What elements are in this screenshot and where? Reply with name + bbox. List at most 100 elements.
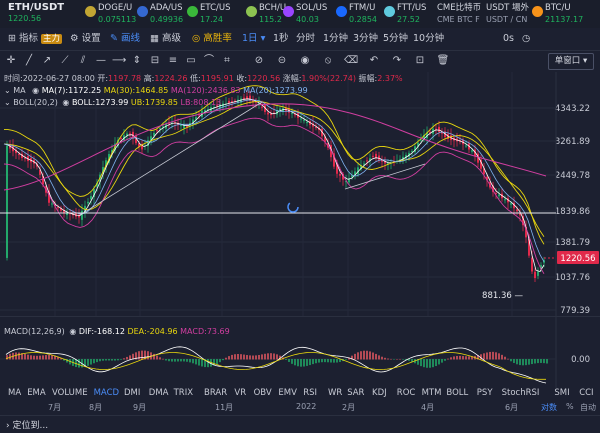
hide-drawings-icon[interactable]: ⦸ (324, 55, 332, 66)
indicator-tab[interactable]: SMI (554, 388, 570, 398)
macd-bar (330, 359, 332, 363)
redo-icon[interactable]: ↷ (392, 55, 402, 66)
gann-icon[interactable]: ⌗ (224, 55, 230, 66)
ticker-item[interactable]: BCH/U 115.2 (246, 3, 287, 25)
lock-icon[interactable]: ⊝ (277, 55, 287, 66)
indicator-tab[interactable]: ROC (396, 388, 416, 398)
visibility-icon[interactable]: ◉ (32, 86, 40, 95)
candle-body (411, 151, 413, 153)
macd-legend[interactable]: MACD(12,26,9) ◉ DIF:-168.12 DEA:-204.96 … (4, 327, 230, 337)
candle-body (477, 153, 479, 163)
ruler-icon[interactable]: ⊟ (150, 55, 160, 66)
ticker-item[interactable]: ETC/US 17.24 (187, 3, 230, 25)
interval-timeline[interactable]: 分时 (296, 33, 316, 44)
drawn-trend-line[interactable] (79, 101, 263, 216)
macd-bar (306, 359, 308, 366)
indicator-button[interactable]: ⊞ 指标 主力 (8, 32, 63, 46)
delete-icon[interactable]: 🗑 (436, 55, 450, 66)
indicator-tab[interactable]: WR (328, 388, 343, 398)
magnet-icon[interactable]: ⊘ (254, 55, 264, 66)
rectangle-icon[interactable]: ▭ (186, 55, 196, 66)
horizontal-line-icon[interactable]: — (96, 55, 106, 66)
interval-3m[interactable]: 3分钟 (353, 33, 379, 44)
indicator-tab[interactable]: MA (8, 388, 22, 398)
indicator-tab[interactable]: MACD (93, 388, 120, 398)
ticker-item[interactable]: USDT 場外 USDT / CN (486, 3, 529, 25)
ticker-item[interactable]: SOL/US 40.03 (283, 3, 327, 25)
eraser-icon[interactable]: ⌫ (344, 55, 359, 66)
ticker-item[interactable]: CME比特币 CME BTC F (437, 3, 481, 25)
candle-body (135, 135, 137, 144)
macd-bar (36, 355, 38, 360)
undo-icon[interactable]: ↶ (369, 55, 379, 66)
visibility-icon[interactable]: ◉ (69, 327, 77, 336)
indicator-tab[interactable]: VOLUME (52, 388, 88, 398)
advanced-button[interactable]: ▦ 高级 (150, 32, 181, 46)
draw-button[interactable]: ✎ 画线 (110, 32, 140, 46)
indicator-tab[interactable]: DMI (124, 388, 141, 398)
collapse-icon[interactable]: ⌄ (4, 86, 11, 95)
indicator-tab[interactable]: BRAR (204, 388, 228, 398)
indicator-tab[interactable]: PSY (476, 388, 493, 398)
interval-10m[interactable]: 10分钟 (413, 33, 445, 44)
indicator-tab[interactable]: OBV (253, 388, 272, 398)
price-chart[interactable]: 4343.22 3261.89 2449.78 1839.86 1381.79 1037.… (0, 72, 600, 316)
indicator-tab[interactable]: BOLL (446, 388, 469, 398)
indicator-tab[interactable]: RSI (303, 388, 317, 398)
indicator-tab[interactable]: KDJ (372, 388, 387, 398)
collapse-icon[interactable]: ⌄ (4, 98, 11, 107)
log-scale-toggle[interactable]: 对数 (541, 403, 557, 412)
indicator-tab[interactable]: MTM (421, 388, 442, 398)
drawn-trend-line[interactable] (344, 163, 426, 190)
macd-bar (339, 359, 341, 363)
ticker-item[interactable]: DOGE/U 0.075113 (85, 3, 136, 25)
ma-legend[interactable]: ⌄ MA ◉ MA(7):1172.25 MA(30):1464.85 MA(1… (4, 86, 308, 96)
macd-bar (168, 359, 170, 362)
indicator-tab[interactable]: TRIX (173, 388, 194, 398)
indicator-tab[interactable]: EMV (278, 388, 297, 398)
locate-button[interactable]: › 定位到... (6, 418, 48, 431)
chart-toolbar: ⊞ 指标 主力 ⚙ 设置 ✎ 画线 ▦ 高级 ◎ 高胜率 1日 ▾ 1秒 分时 … (0, 28, 600, 51)
percent-scale-toggle[interactable]: % (566, 402, 574, 411)
indicator-tab[interactable]: SAR (347, 388, 365, 398)
auto-scale-toggle[interactable]: 自动 (580, 403, 596, 412)
trend-angle-icon[interactable]: ⌒ (204, 55, 214, 66)
indicator-tab[interactable]: EMA (27, 388, 46, 398)
ticker-item[interactable]: FTT/US 27.52 (384, 3, 426, 25)
ray-tool-icon[interactable]: ↗ (42, 55, 52, 66)
interval-1m[interactable]: 1分钟 (323, 33, 349, 44)
visibility-icon[interactable]: ◉ (300, 55, 310, 66)
clock-icon[interactable]: ◷ (522, 33, 531, 44)
parallel-channel-icon[interactable]: ⫽ (80, 55, 86, 66)
visibility-icon[interactable]: ◉ (62, 98, 70, 107)
ticker-item[interactable]: FTM/U 0.2854 (336, 3, 377, 25)
countdown: 0s (503, 33, 514, 44)
boll-legend[interactable]: ⌄ BOLL(20,2) ◉ BOLL:1273.99 UB:1739.85 L… (4, 98, 221, 108)
cursor-icon[interactable]: ✛ (6, 55, 16, 66)
macd-bar (369, 351, 371, 360)
macd-chart[interactable]: 0.00-500.00 (0, 316, 600, 388)
interval-1s[interactable]: 1秒 (273, 33, 289, 44)
settings-button[interactable]: ⚙ 设置 (70, 32, 101, 46)
fibonacci-icon[interactable]: ≡ (168, 55, 178, 66)
ticker-item[interactable]: ADA/US 0.49936 (137, 3, 183, 25)
indicator-tab[interactable]: CCI (579, 388, 594, 398)
ticker-item[interactable]: BTC/U 21137.17 (532, 3, 583, 25)
candle-body (24, 157, 26, 159)
ma7-value: MA(7):1172.25 (41, 86, 102, 95)
extended-line-icon[interactable]: ⟋ (61, 55, 69, 66)
line-tool-icon[interactable]: ╱ (25, 55, 33, 66)
indicator-tab[interactable]: DMA (148, 388, 169, 398)
high-win-button[interactable]: ◎ 高胜率 (192, 32, 232, 46)
ticker-price: USDT / CN (486, 15, 528, 24)
layout-select[interactable]: 单窗口 ▾ (548, 53, 594, 70)
horizontal-ray-icon[interactable]: ⟶ (112, 55, 127, 66)
interval-5m[interactable]: 5分钟 (383, 33, 409, 44)
indicator-tab[interactable]: StochRSI (501, 388, 540, 398)
main-ticker[interactable]: ETH/USDT 1220.56 (8, 2, 64, 24)
screenshot-icon[interactable]: ⊡ (415, 55, 425, 66)
ticker-name: BCH/U (259, 3, 287, 13)
interval-1d[interactable]: 1日 ▾ (242, 33, 266, 44)
price-range-icon[interactable]: ⇕ (132, 55, 142, 66)
indicator-tab[interactable]: VR (234, 388, 247, 398)
